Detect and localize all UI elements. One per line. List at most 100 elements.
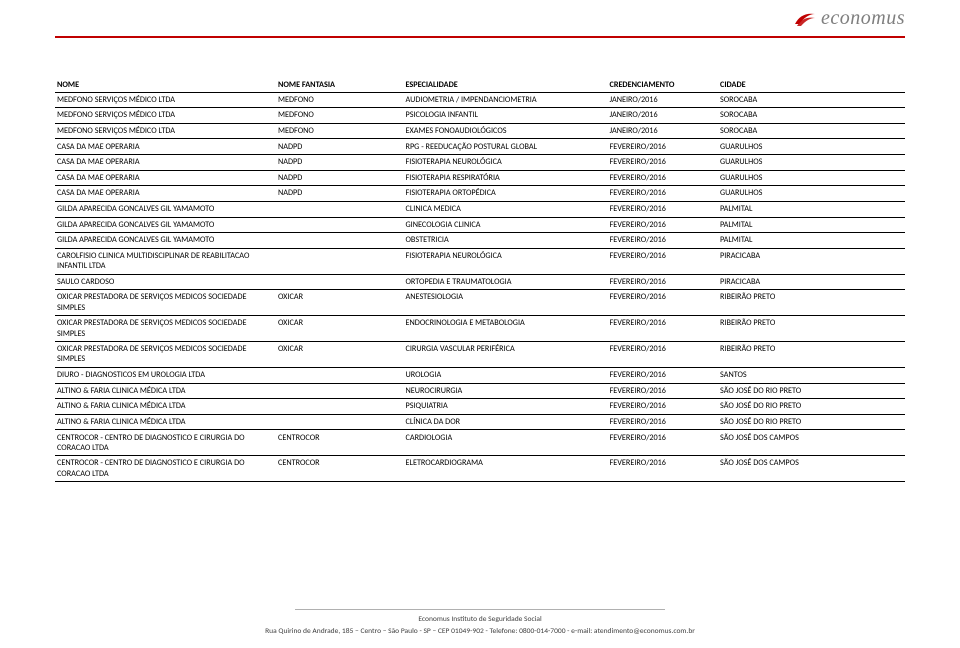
col-cidade: CIDADE (718, 78, 905, 92)
table-cell: GILDA APARECIDA GONCALVES GIL YAMAMOTO (55, 217, 276, 233)
table-cell: MEDFONO SERVIÇOS MÉDICO LTDA (55, 92, 276, 108)
table-cell: ANESTESIOLOGIA (404, 290, 608, 316)
table-cell: FEVEREIRO/2016 (608, 233, 719, 249)
table-cell: GILDA APARECIDA GONCALVES GIL YAMAMOTO (55, 201, 276, 217)
table-cell (276, 367, 404, 383)
table-cell: FEVEREIRO/2016 (608, 274, 719, 290)
table-cell: FEVEREIRO/2016 (608, 248, 719, 274)
table-cell: MEDFONO SERVIÇOS MÉDICO LTDA (55, 123, 276, 139)
table-cell: OXICAR (276, 290, 404, 316)
table-cell: FEVEREIRO/2016 (608, 155, 719, 171)
table-cell: GUARULHOS (718, 170, 905, 186)
table-cell: SÃO JOSÉ DO RIO PRETO (718, 414, 905, 430)
table-row: CENTROCOR - CENTRO DE DIAGNOSTICO E CIRU… (55, 430, 905, 456)
table-cell: FEVEREIRO/2016 (608, 456, 719, 482)
table-row: ALTINO & FARIA CLINICA MÉDICA LTDACLÍNIC… (55, 414, 905, 430)
table-cell: NADPD (276, 155, 404, 171)
table-row: CAROLFISIO CLINICA MULTIDISCIPLINAR DE R… (55, 248, 905, 274)
logo-swoosh-icon (793, 6, 817, 30)
table-cell: FEVEREIRO/2016 (608, 316, 719, 342)
table-row: CASA DA MAE OPERARIANADPDFISIOTERAPIA NE… (55, 155, 905, 171)
table-cell: DIURO - DIAGNOSTICOS EM UROLOGIA LTDA (55, 367, 276, 383)
table-cell: MEDFONO (276, 108, 404, 124)
table-cell: PSICOLOGIA INFANTIL (404, 108, 608, 124)
table-cell: CARDIOLOGIA (404, 430, 608, 456)
table-cell: JANEIRO/2016 (608, 92, 719, 108)
table-cell: NADPD (276, 139, 404, 155)
table-cell: SÃO JOSÉ DOS CAMPOS (718, 456, 905, 482)
table-cell: PSIQUIATRIA (404, 399, 608, 415)
table-row: ALTINO & FARIA CLINICA MÉDICA LTDANEUROC… (55, 383, 905, 399)
table-cell: RIBEIRÃO PRETO (718, 342, 905, 368)
table-cell: FEVEREIRO/2016 (608, 414, 719, 430)
table-cell: CIRURGIA VASCULAR PERIFÉRICA (404, 342, 608, 368)
table-cell: PALMITAL (718, 217, 905, 233)
footer-line2: Rua Quirino de Andrade, 185 – Centro – S… (0, 626, 960, 638)
table-cell (276, 233, 404, 249)
table-cell: SOROCABA (718, 92, 905, 108)
table-cell (276, 414, 404, 430)
footer-divider (295, 609, 665, 610)
table-cell: GUARULHOS (718, 186, 905, 202)
table-cell: FISIOTERAPIA NEUROLÓGICA (404, 248, 608, 274)
table-cell: OXICAR (276, 342, 404, 368)
table-cell: OXICAR PRESTADORA DE SERVIÇOS MEDICOS SO… (55, 290, 276, 316)
table-cell: FEVEREIRO/2016 (608, 399, 719, 415)
table-cell (276, 201, 404, 217)
table-cell: SOROCABA (718, 108, 905, 124)
table-cell: SOROCABA (718, 123, 905, 139)
col-especialidade: ESPECIALIDADE (404, 78, 608, 92)
table-cell: AUDIOMETRIA / IMPENDANCIOMETRIA (404, 92, 608, 108)
table-cell: FEVEREIRO/2016 (608, 383, 719, 399)
table-cell (276, 399, 404, 415)
table-cell: PIRACICABA (718, 248, 905, 274)
logo-text: economus (821, 7, 905, 30)
table-cell: ALTINO & FARIA CLINICA MÉDICA LTDA (55, 399, 276, 415)
data-table: NOME NOME FANTASIA ESPECIALIDADE CREDENC… (55, 78, 905, 482)
table-cell: GUARULHOS (718, 139, 905, 155)
table-cell: FEVEREIRO/2016 (608, 170, 719, 186)
table-row: MEDFONO SERVIÇOS MÉDICO LTDAMEDFONOAUDIO… (55, 92, 905, 108)
table-cell: FEVEREIRO/2016 (608, 186, 719, 202)
table-cell: PIRACICABA (718, 274, 905, 290)
table-cell: RIBEIRÃO PRETO (718, 316, 905, 342)
table-cell: SÃO JOSÉ DO RIO PRETO (718, 383, 905, 399)
table-cell: NADPD (276, 170, 404, 186)
table-cell: CENTROCOR (276, 430, 404, 456)
table-cell: SÃO JOSÉ DO RIO PRETO (718, 399, 905, 415)
table-cell: FISIOTERAPIA ORTOPÉDICA (404, 186, 608, 202)
table-cell: ELETROCARDIOGRAMA (404, 456, 608, 482)
table-cell: SÃO JOSÉ DOS CAMPOS (718, 430, 905, 456)
table-cell: RIBEIRÃO PRETO (718, 290, 905, 316)
table-cell: JANEIRO/2016 (608, 123, 719, 139)
table-cell: JANEIRO/2016 (608, 108, 719, 124)
table-cell: CASA DA MAE OPERARIA (55, 155, 276, 171)
table-row: GILDA APARECIDA GONCALVES GIL YAMAMOTOOB… (55, 233, 905, 249)
footer-line1: Economus Instituto de Seguridade Social (0, 614, 960, 626)
table-cell: CENTROCOR (276, 456, 404, 482)
table-cell: FEVEREIRO/2016 (608, 430, 719, 456)
table-container: NOME NOME FANTASIA ESPECIALIDADE CREDENC… (55, 78, 905, 482)
table-cell: CLÍNICA DA DOR (404, 414, 608, 430)
table-cell: CENTROCOR - CENTRO DE DIAGNOSTICO E CIRU… (55, 430, 276, 456)
table-cell: SANTOS (718, 367, 905, 383)
table-row: CASA DA MAE OPERARIANADPDFISIOTERAPIA RE… (55, 170, 905, 186)
table-cell: FEVEREIRO/2016 (608, 217, 719, 233)
table-cell: CASA DA MAE OPERARIA (55, 170, 276, 186)
table-row: OXICAR PRESTADORA DE SERVIÇOS MEDICOS SO… (55, 316, 905, 342)
table-cell: CAROLFISIO CLINICA MULTIDISCIPLINAR DE R… (55, 248, 276, 274)
table-row: MEDFONO SERVIÇOS MÉDICO LTDAMEDFONOPSICO… (55, 108, 905, 124)
table-cell: FEVEREIRO/2016 (608, 201, 719, 217)
table-cell: OXICAR (276, 316, 404, 342)
table-cell: GUARULHOS (718, 155, 905, 171)
table-cell: OXICAR PRESTADORA DE SERVIÇOS MEDICOS SO… (55, 316, 276, 342)
col-fantasia: NOME FANTASIA (276, 78, 404, 92)
table-cell: EXAMES FONOAUDIOLÓGICOS (404, 123, 608, 139)
table-row: OXICAR PRESTADORA DE SERVIÇOS MEDICOS SO… (55, 290, 905, 316)
table-row: DIURO - DIAGNOSTICOS EM UROLOGIA LTDAURO… (55, 367, 905, 383)
table-cell: NADPD (276, 186, 404, 202)
table-row: MEDFONO SERVIÇOS MÉDICO LTDAMEDFONOEXAME… (55, 123, 905, 139)
table-row: CASA DA MAE OPERARIANADPDRPG - REEDUCAÇÃ… (55, 139, 905, 155)
table-row: GILDA APARECIDA GONCALVES GIL YAMAMOTOGI… (55, 217, 905, 233)
table-row: OXICAR PRESTADORA DE SERVIÇOS MEDICOS SO… (55, 342, 905, 368)
